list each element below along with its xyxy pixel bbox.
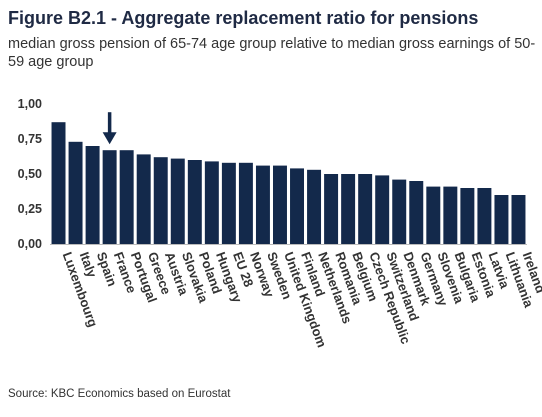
y-tick-label: 1,00 — [18, 97, 42, 111]
bar — [51, 122, 66, 244]
bar — [187, 160, 202, 244]
bar — [238, 162, 253, 244]
bar — [460, 188, 475, 244]
bar — [68, 141, 83, 244]
y-tick-label: 0,00 — [18, 237, 42, 251]
bar — [272, 165, 287, 244]
bar — [375, 175, 390, 244]
chart-subtitle: median gross pension of 65-74 age group … — [8, 36, 536, 70]
bar — [255, 165, 270, 244]
bar — [290, 168, 305, 244]
bar — [426, 186, 441, 244]
bar — [136, 154, 151, 244]
bar — [477, 188, 492, 244]
bar — [443, 186, 458, 244]
bar — [392, 179, 407, 244]
bar — [511, 195, 526, 244]
bar — [494, 195, 509, 244]
bar — [85, 146, 100, 244]
y-tick-label: 0,75 — [18, 132, 42, 146]
bar — [358, 174, 373, 244]
bar — [153, 157, 168, 244]
bar — [102, 150, 117, 244]
y-tick-label: 0,50 — [18, 167, 42, 181]
bar — [307, 169, 322, 244]
bar — [409, 181, 424, 244]
y-tick-label: 0,25 — [18, 202, 42, 216]
bar — [324, 174, 339, 244]
chart-title: Figure B2.1 - Aggregate replacement rati… — [8, 8, 479, 28]
arrow-head — [102, 132, 117, 145]
bar — [204, 161, 219, 244]
source-note: Source: KBC Economics based on Eurostat — [8, 388, 231, 400]
bar — [119, 150, 134, 244]
bar — [341, 174, 356, 244]
bar — [170, 158, 185, 244]
bar — [221, 162, 236, 244]
